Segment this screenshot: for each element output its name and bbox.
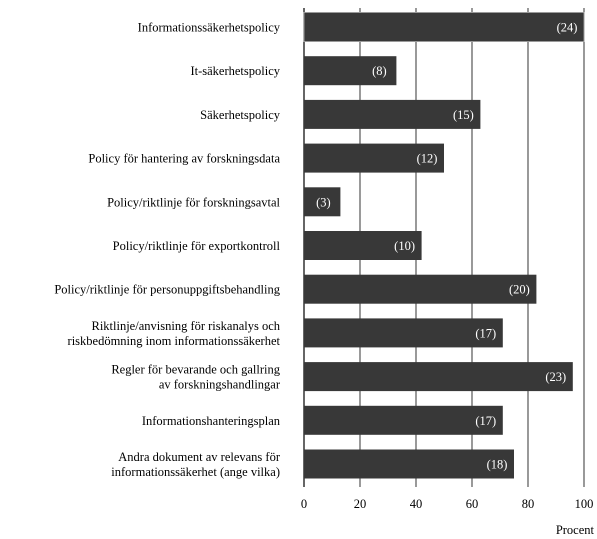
bar-count-label: (12) [417, 152, 438, 166]
x-tick-label: 20 [354, 497, 367, 511]
category-label: Riktlinje/anvisning för riskanalys och [91, 319, 280, 333]
x-tick-labels: 0 20 40 60 80 100 [301, 497, 594, 511]
bar-count-label: (8) [372, 64, 387, 78]
bar [304, 362, 573, 392]
category-label: Andra dokument av relevans för [118, 450, 281, 464]
category-label: Regler för bevarande och gallring [111, 363, 280, 377]
category-labels: Informationssäkerhetspolicy It-säkerhetsp… [54, 21, 281, 480]
category-label: Informationssäkerhetspolicy [138, 21, 281, 35]
bar-count-label: (15) [453, 108, 474, 122]
category-label: Policy/riktlinje för forskningsavtal [107, 195, 280, 209]
category-label: av forskningshandlingar [159, 378, 281, 392]
category-label: Informationshanteringsplan [142, 414, 281, 428]
category-label: Policy/riktlinje för personuppgiftsbehan… [54, 283, 280, 297]
category-label: Policy/riktlinje för exportkontroll [113, 239, 281, 253]
x-tick-label: 0 [301, 497, 307, 511]
category-label: informationssäkerhet (ange vilka) [111, 465, 280, 479]
bar-count-label: (10) [394, 239, 415, 253]
bar-count-label: (18) [487, 458, 508, 472]
x-tick-label: 80 [522, 497, 535, 511]
bar [304, 449, 514, 479]
bar [304, 56, 397, 86]
category-label: It-säkerhetspolicy [190, 64, 280, 78]
bar [304, 99, 481, 129]
category-label: Säkerhetspolicy [200, 108, 281, 122]
bar-count-label: (24) [557, 21, 578, 35]
bar-count-label: (3) [316, 195, 331, 209]
x-tick-label: 60 [466, 497, 479, 511]
bars-group: (24) (8) (15) (12) (3) (10) (20) (17) (23) (17) (1… [303, 12, 585, 479]
bar [303, 12, 585, 42]
bar-count-label: (20) [509, 283, 530, 297]
bar [304, 187, 341, 217]
category-label: riskbedömning inom informationssäkerhet [68, 334, 281, 348]
bar-count-label: (17) [475, 414, 496, 428]
x-axis-title: Procent [556, 523, 595, 537]
bar [304, 274, 537, 304]
category-label: Policy för hantering av forskningsdata [88, 152, 280, 166]
bar [304, 231, 422, 260]
bar-count-label: (23) [545, 370, 566, 384]
bar-count-label: (17) [475, 326, 496, 340]
bar [304, 405, 503, 435]
x-tick-label: 40 [410, 497, 423, 511]
bar [304, 143, 444, 173]
bar [304, 318, 503, 348]
x-tick-label: 100 [575, 497, 594, 511]
